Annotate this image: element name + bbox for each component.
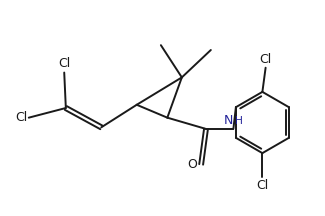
Text: N: N [223,114,233,127]
Text: Cl: Cl [15,111,27,124]
Text: H: H [235,116,243,126]
Text: Cl: Cl [259,53,272,66]
Text: Cl: Cl [256,179,268,192]
Text: Cl: Cl [58,57,70,70]
Text: O: O [188,158,197,171]
